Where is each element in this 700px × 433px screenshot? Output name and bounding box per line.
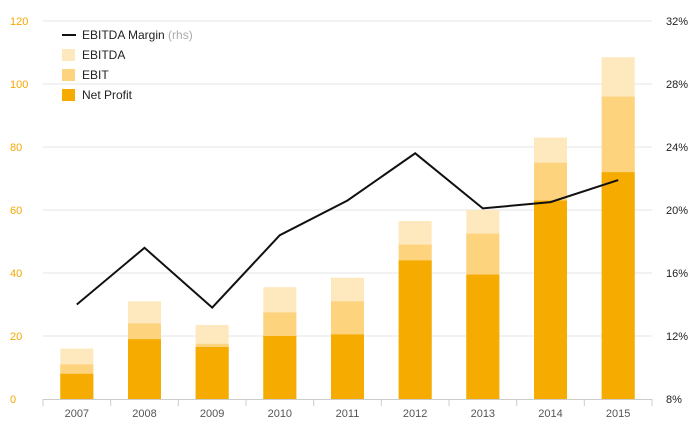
bars-layer (60, 57, 635, 400)
right-tick-label: 20% (666, 205, 688, 217)
x-tick-label: 2007 (65, 408, 89, 420)
bar-net-profit-2013 (466, 274, 500, 399)
legend-swatch-net-profit (62, 89, 75, 101)
right-tick-label: 12% (666, 331, 688, 343)
legend-label-net-profit: Net Profit (82, 88, 133, 102)
legend: EBITDA Margin (rhs) EBITDA EBIT Net Profit (62, 28, 193, 102)
bar-net-profit-2015 (601, 172, 635, 399)
bar-net-profit-2010 (263, 336, 297, 399)
legend-label-text: EBITDA Margin (82, 28, 165, 42)
legend-label-text: EBITDA (82, 48, 125, 62)
bar-net-profit-2012 (398, 260, 432, 399)
left-tick-label: 0 (10, 394, 16, 406)
x-tick-label: 2011 (336, 408, 360, 420)
x-tick-label: 2012 (403, 408, 427, 420)
legend-label-text: Net Profit (82, 88, 133, 102)
right-tick-label: 16% (666, 268, 688, 280)
left-tick-label: 60 (10, 205, 22, 217)
legend-label-ebit: EBIT (82, 68, 109, 82)
x-tick-label: 2013 (471, 408, 495, 420)
legend-label-ebitda-margin: EBITDA Margin (rhs) (82, 28, 193, 42)
right-tick-label: 24% (666, 142, 688, 154)
bar-net-profit-2014 (534, 200, 567, 399)
right-tick-label: 8% (666, 394, 682, 406)
legend-label-ebitda: EBITDA (82, 48, 125, 62)
axes-layer: 0 20 40 60 80 100 120 8% 12% 16% 20% 24% 28% 32% 2007 2… (10, 16, 688, 420)
left-tick-label: 40 (10, 268, 22, 280)
x-tick-label: 2009 (200, 408, 224, 420)
x-tick-label: 2015 (606, 408, 630, 420)
left-tick-label: 80 (10, 142, 22, 154)
legend-note: (rhs) (165, 28, 193, 42)
right-tick-label: 28% (666, 79, 688, 91)
bar-net-profit-2008 (128, 339, 161, 399)
x-tick-label: 2014 (538, 408, 562, 420)
bar-net-profit-2011 (331, 334, 364, 399)
left-tick-label: 120 (10, 16, 28, 28)
x-tick-label: 2008 (132, 408, 156, 420)
legend-swatch-ebit (62, 69, 75, 81)
bar-net-profit-2009 (195, 347, 229, 399)
left-tick-label: 100 (10, 79, 28, 91)
legend-swatch-ebitda (62, 49, 75, 61)
bar-net-profit-2007 (60, 373, 94, 399)
left-tick-label: 20 (10, 331, 22, 343)
x-tick-label: 2010 (268, 408, 292, 420)
line-layer (76, 152, 619, 309)
right-tick-label: 32% (666, 16, 688, 28)
legend-label-text: EBIT (82, 68, 109, 82)
